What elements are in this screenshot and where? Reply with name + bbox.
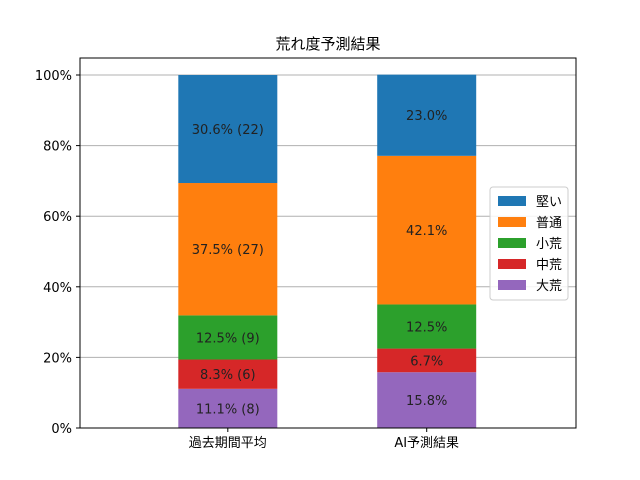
segment-label: 30.6% (22): [192, 123, 264, 138]
bar-segment: [377, 304, 477, 349]
segment-label: 15.8%: [406, 394, 447, 409]
chart-title: 荒れ度予測結果: [275, 35, 380, 53]
y-tick-label: 40%: [43, 281, 72, 296]
bar-segment: [178, 388, 278, 428]
y-tick-label: 0%: [51, 422, 72, 437]
segment-label: 6.7%: [410, 354, 443, 369]
x-axis-ticks: 過去期間平均 AI予測結果: [189, 428, 459, 451]
legend-box: [489, 186, 569, 301]
y-tick-label: 100%: [35, 69, 72, 84]
y-tick-label: 60%: [43, 210, 72, 225]
segment-label: 11.1% (8): [196, 402, 260, 417]
segment-label: 12.5% (9): [196, 331, 260, 346]
bar-segment: [377, 155, 477, 305]
legend-swatch: [498, 280, 526, 290]
bar-segment: [178, 359, 278, 389]
bar-segment: [178, 75, 278, 184]
segment-labels: 11.1% (8) 8.3% (6) 12.5% (9) 37.5% (27) 30.6…: [192, 109, 448, 417]
bar-segment: [178, 183, 278, 316]
bar-segment: [178, 315, 278, 360]
legend-swatch: [498, 217, 526, 227]
legend-swatch: [498, 259, 526, 269]
legend-label: 大荒: [536, 279, 562, 294]
segment-label: 12.5%: [406, 321, 447, 336]
segment-label: 8.3% (6): [200, 368, 256, 383]
x-tick-label: 過去期間平均: [189, 436, 267, 451]
legend-label: 普通: [536, 216, 562, 231]
legend-label: 中荒: [536, 258, 562, 273]
bar-segment: [377, 372, 477, 428]
legend-label: 堅い: [536, 195, 562, 210]
plot-frame: [79, 57, 577, 429]
bar-segment: [377, 348, 477, 373]
legend-label: 小荒: [536, 237, 562, 252]
segment-label: 23.0%: [406, 109, 447, 124]
segment-label: 37.5% (27): [192, 243, 264, 258]
y-tick-label: 80%: [43, 140, 72, 155]
bars: [178, 74, 477, 428]
bar-segment: [377, 74, 477, 156]
segment-label: 42.1%: [406, 224, 447, 239]
x-tick-label: AI予測結果: [394, 436, 459, 451]
legend-swatch: [498, 238, 526, 248]
y-axis-ticks: 0% 20% 40% 60% 80% 100%: [35, 69, 80, 437]
legend-swatch: [498, 196, 526, 206]
y-tick-label: 20%: [43, 351, 72, 366]
